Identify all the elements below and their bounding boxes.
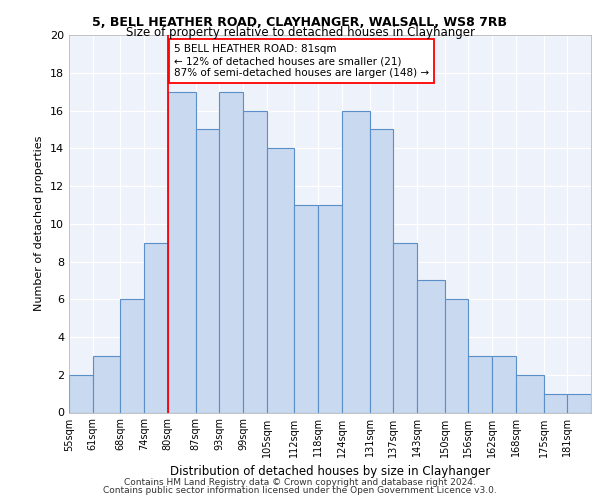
Bar (393, 242, 417, 412)
Bar (219, 92, 243, 412)
Text: Contains HM Land Registry data © Crown copyright and database right 2024.: Contains HM Land Registry data © Crown c… (124, 478, 476, 487)
Bar (93, 356, 121, 412)
Bar (492, 356, 516, 412)
Bar (196, 130, 219, 412)
Text: Size of property relative to detached houses in Clayhanger: Size of property relative to detached ho… (125, 26, 475, 39)
Bar (516, 375, 544, 412)
Bar (318, 205, 342, 412)
Bar (445, 299, 469, 412)
Y-axis label: Number of detached properties: Number of detached properties (34, 136, 44, 312)
Bar (342, 110, 370, 412)
Bar (417, 280, 445, 412)
Bar (168, 92, 196, 412)
Bar (121, 299, 144, 412)
Text: Contains public sector information licensed under the Open Government Licence v3: Contains public sector information licen… (103, 486, 497, 495)
Bar (469, 356, 492, 412)
Bar (370, 130, 393, 412)
Text: 5, BELL HEATHER ROAD, CLAYHANGER, WALSALL, WS8 7RB: 5, BELL HEATHER ROAD, CLAYHANGER, WALSAL… (92, 16, 508, 29)
X-axis label: Distribution of detached houses by size in Clayhanger: Distribution of detached houses by size … (170, 465, 490, 478)
Bar (267, 148, 295, 412)
Bar (69, 375, 93, 412)
Text: 5 BELL HEATHER ROAD: 81sqm
← 12% of detached houses are smaller (21)
87% of semi: 5 BELL HEATHER ROAD: 81sqm ← 12% of deta… (174, 44, 429, 78)
Bar (243, 110, 267, 412)
Bar (295, 205, 318, 412)
Bar (144, 242, 168, 412)
Bar (567, 394, 591, 412)
Bar (544, 394, 567, 412)
